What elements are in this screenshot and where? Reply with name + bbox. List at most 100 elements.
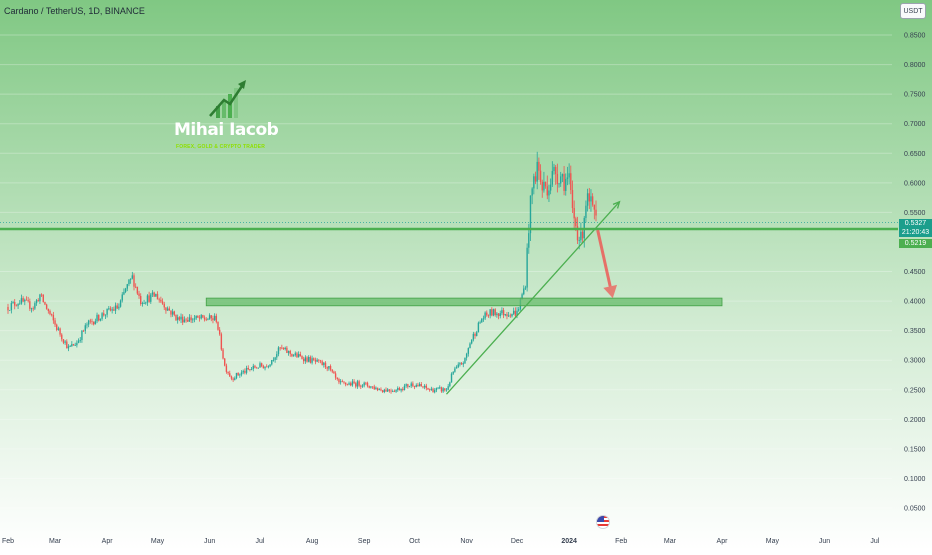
candle-body [528, 233, 530, 248]
candle-body [558, 183, 560, 185]
candle-body [217, 321, 219, 330]
candle-body [170, 310, 172, 315]
candle-body [271, 360, 273, 365]
candle-body [341, 381, 344, 383]
candle-body [445, 389, 448, 391]
candle-body [450, 373, 453, 383]
candle-body [66, 341, 68, 349]
candle-body [388, 389, 391, 391]
candle-body [309, 357, 312, 363]
candle-body [296, 353, 298, 358]
candle-body [380, 389, 382, 391]
candle-body [546, 186, 548, 196]
candle-body [76, 342, 78, 346]
candle-body [531, 188, 533, 196]
candle-body [255, 367, 258, 369]
candle-body [143, 303, 145, 305]
candle-body [492, 309, 495, 316]
candle-body [220, 334, 223, 350]
candle-body [363, 382, 365, 386]
candle-body [578, 240, 580, 242]
candle-body [150, 294, 152, 302]
candle-body [224, 358, 226, 366]
candle-body [373, 386, 375, 390]
candle-body [56, 324, 58, 330]
candle-body [108, 308, 110, 310]
y-tick-label: 0.2000 [904, 417, 926, 424]
candle-body [534, 176, 537, 182]
candle-body [81, 330, 83, 340]
candle-body [311, 358, 313, 363]
candle-body [22, 298, 24, 302]
bearish-arrow[interactable] [596, 229, 612, 287]
candle-body [269, 364, 271, 367]
candle-body [106, 308, 108, 315]
candle-body [549, 184, 552, 191]
candle-body [462, 363, 464, 365]
y-tick-label: 0.0500 [904, 506, 926, 513]
candle-body [188, 317, 191, 322]
candle-body [245, 367, 248, 373]
candle-body [89, 320, 92, 322]
candle-body [434, 390, 436, 393]
candle-body [571, 190, 574, 209]
candle-body [457, 364, 459, 368]
candle-body [553, 166, 555, 172]
candle-body [239, 374, 241, 376]
candle-body [17, 303, 19, 306]
candle-body [240, 372, 243, 375]
candle-body [366, 382, 369, 387]
candle-body [98, 314, 100, 321]
candle-body [497, 313, 500, 317]
candle-body [412, 383, 414, 387]
candle-body [496, 313, 498, 316]
candle-body [140, 295, 142, 304]
currency-button[interactable]: USDT [900, 3, 926, 19]
candle-body [124, 288, 127, 292]
candle-body [205, 319, 207, 321]
candle-body [400, 388, 402, 391]
candle-body [44, 302, 46, 305]
candle-body [585, 205, 587, 218]
candle-body [481, 318, 483, 323]
candle-body [113, 309, 115, 311]
candle-body [472, 333, 475, 340]
countdown-timer: 21:20:43 [901, 228, 930, 236]
candle-body [99, 318, 102, 321]
candle-body [470, 339, 473, 344]
candle-body [343, 381, 345, 383]
y-tick-label: 0.4000 [904, 299, 926, 306]
candle-body [244, 370, 246, 373]
candle-body [437, 387, 439, 389]
candle-body [104, 314, 107, 316]
candle-body [518, 309, 520, 311]
y-tick-label: 0.6500 [904, 151, 926, 158]
candle-body [353, 381, 355, 384]
candle-body [264, 366, 266, 369]
candle-body [418, 384, 421, 387]
candle-body [536, 161, 538, 182]
candle-body [49, 310, 51, 315]
candle-body [403, 385, 406, 391]
candle-body [272, 359, 275, 361]
candle-body [200, 315, 202, 319]
candle-body [502, 310, 505, 316]
candle-body [94, 321, 97, 325]
x-tick-label: Mar [49, 538, 62, 545]
candle-body [96, 314, 98, 322]
candle-body [386, 389, 389, 392]
candle-body [509, 315, 512, 317]
us-flag-icon[interactable] [596, 515, 610, 529]
candle-body [138, 293, 140, 296]
candle-body [314, 359, 317, 362]
candle-body [516, 310, 518, 316]
trendline[interactable] [445, 201, 621, 395]
candle-body [234, 378, 236, 380]
candle-body [477, 322, 480, 333]
candle-body [378, 389, 380, 391]
candle-body [195, 315, 197, 319]
candle-body [126, 284, 128, 289]
support-zone[interactable] [205, 297, 723, 307]
